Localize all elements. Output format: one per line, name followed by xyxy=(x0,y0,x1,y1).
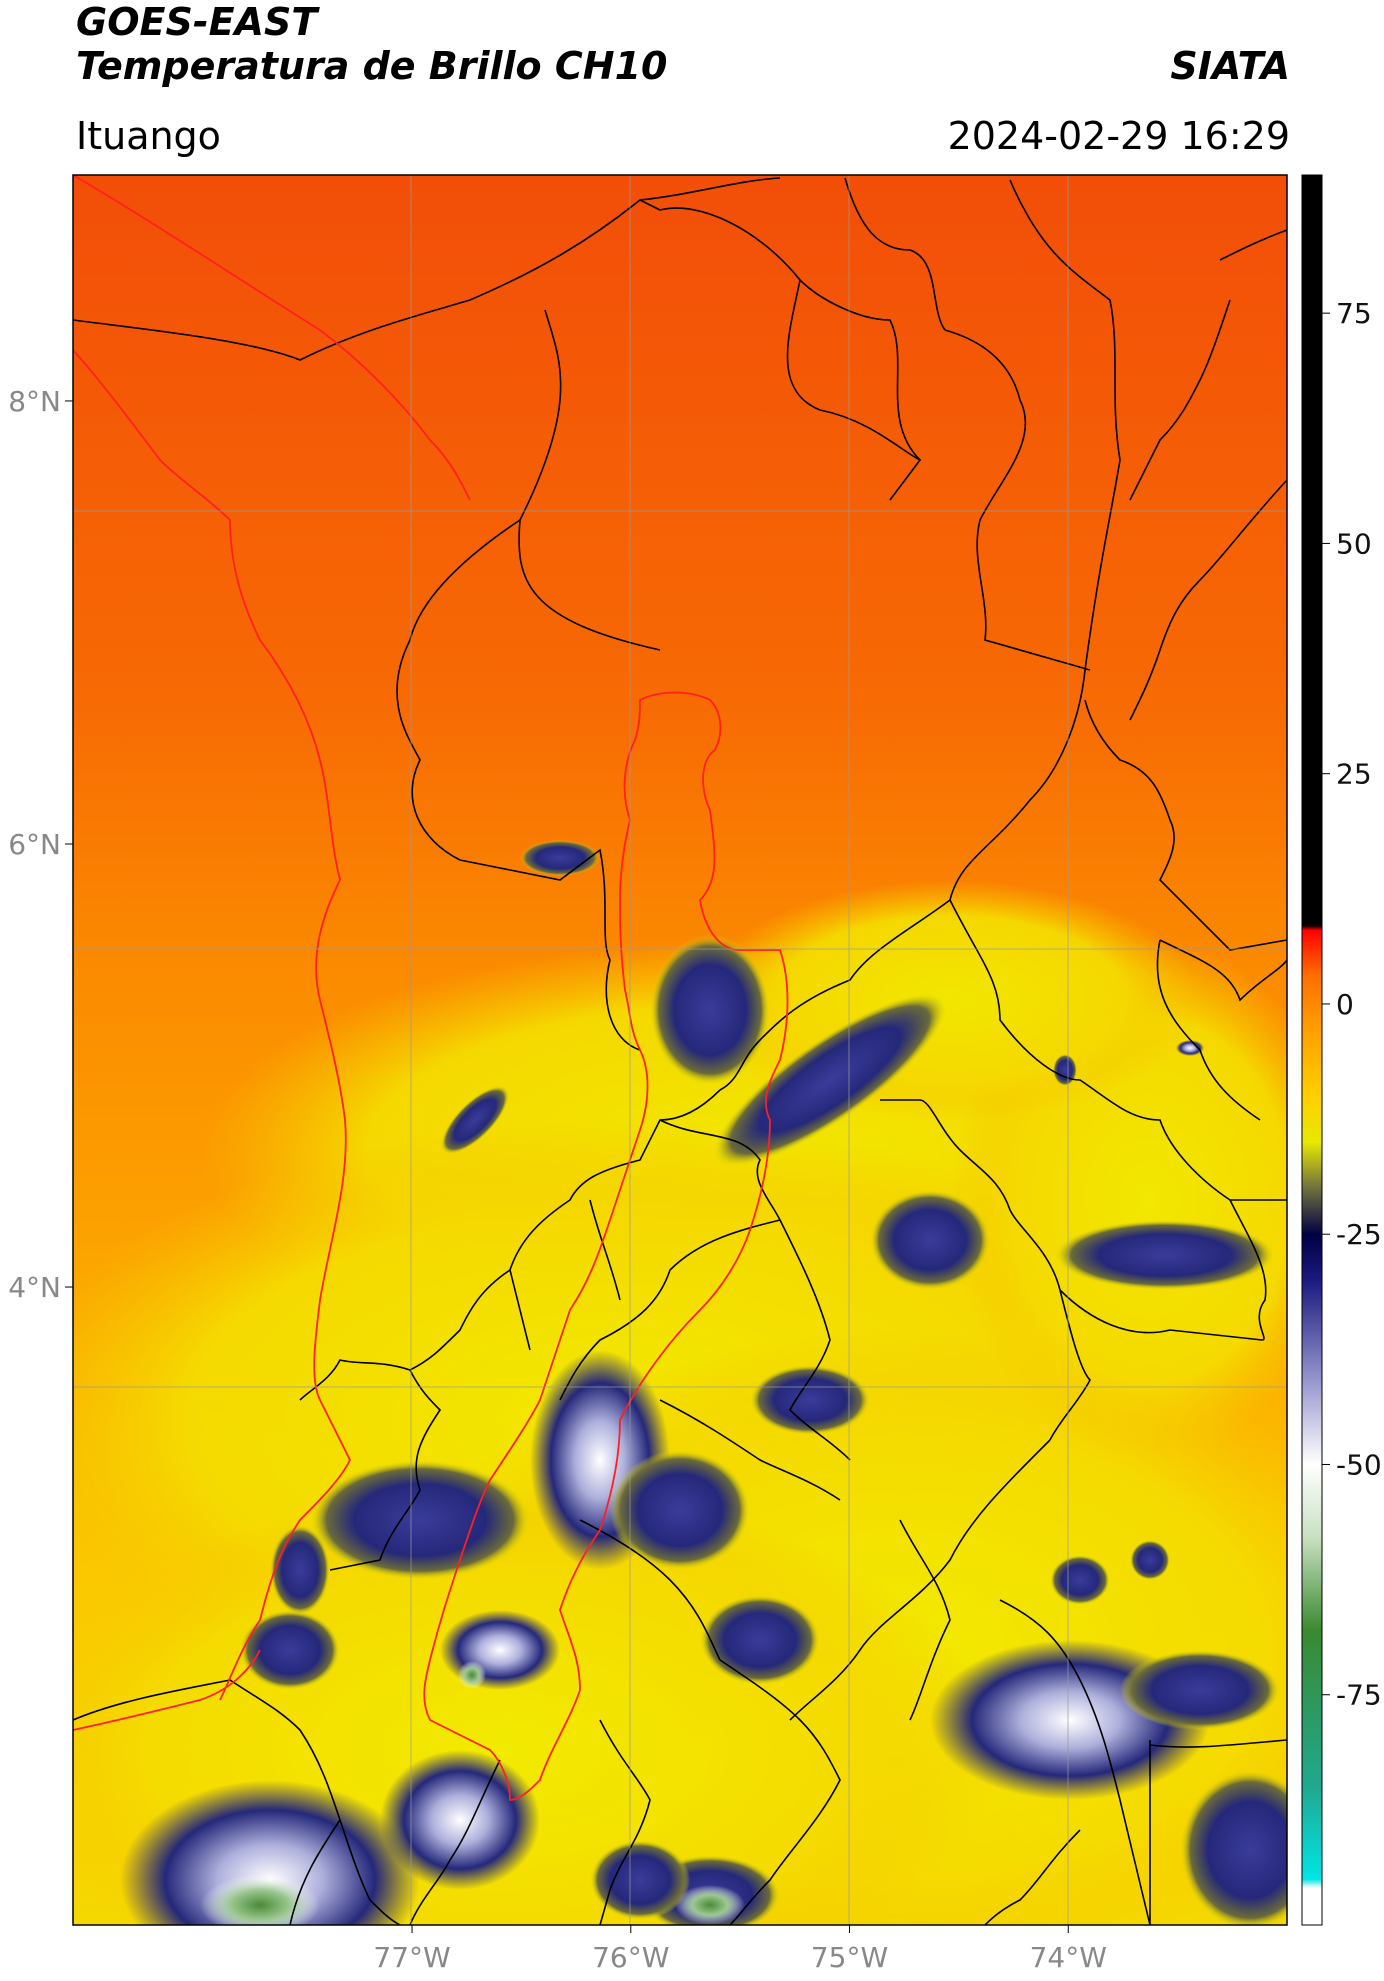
colorbar-tick-label: 50 xyxy=(1336,527,1372,560)
map-plot-area xyxy=(73,175,1287,1925)
lat-tick-label: 8°N xyxy=(8,385,61,418)
product-title: Temperatura de Brillo CH10 xyxy=(76,44,668,88)
graticule xyxy=(73,175,1287,1925)
colorbar-tick-label: 0 xyxy=(1336,988,1354,1021)
brand-label: SIATA xyxy=(1170,44,1290,88)
basin-outline xyxy=(73,175,789,1801)
colorbar-tick-label: -50 xyxy=(1336,1448,1382,1481)
department-borders xyxy=(73,177,1287,1925)
colorbar: 75 50 25 0 -25 -50 -75 xyxy=(1301,174,1382,1926)
map-frame xyxy=(72,174,1288,1926)
colorbar-tick-label: -25 xyxy=(1336,1218,1382,1251)
lon-tick-label: 74°W xyxy=(1030,1941,1107,1974)
lon-tick-label: 75°W xyxy=(811,1941,888,1974)
lat-tick-label: 4°N xyxy=(8,1271,61,1304)
lon-tick-label: 76°W xyxy=(592,1941,669,1974)
lat-tick-label: 6°N xyxy=(8,828,61,861)
colorbar-fill xyxy=(1301,174,1323,1926)
colorbar-ticks: 75 50 25 0 -25 -50 -75 xyxy=(1322,297,1382,1712)
region-label: Ituango xyxy=(76,114,221,158)
colorbar-tick-label: -75 xyxy=(1336,1679,1382,1712)
colorbar-tick-label: 25 xyxy=(1336,758,1372,791)
longitude-ticks: 77°W 76°W 75°W 74°W xyxy=(373,1925,1107,1974)
latitude-ticks: 8°N 6°N 4°N xyxy=(8,385,73,1304)
lon-tick-label: 77°W xyxy=(373,1941,450,1974)
timestamp-label: 2024-02-29 16:29 xyxy=(947,114,1290,158)
colorbar-tick-label: 75 xyxy=(1336,297,1372,330)
satellite-title: GOES-EAST xyxy=(76,0,318,44)
